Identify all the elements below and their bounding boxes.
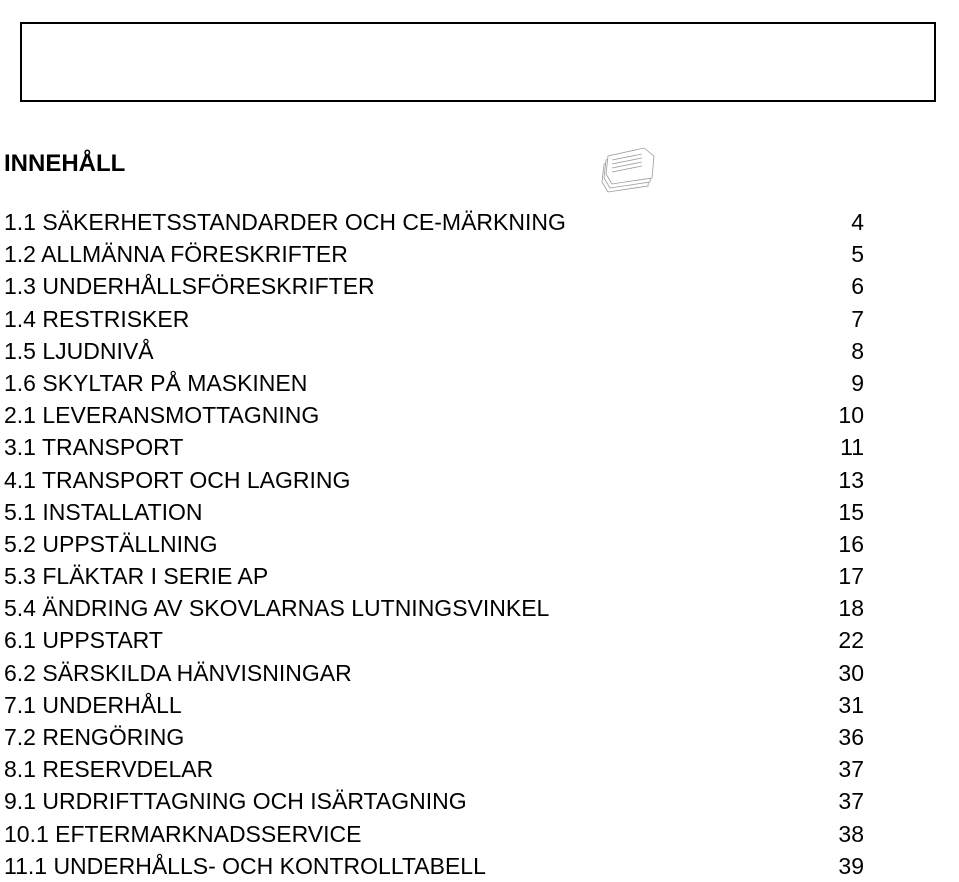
toc-entry-page: 22 [838,624,934,656]
toc-row: 9.1 URDRIFTTAGNING OCH ISÄRTAGNING 37 [4,785,934,817]
toc-entry-label: 8.1 RESERVDELAR [4,753,213,785]
toc-entry-label: 1.6 SKYLTAR PÅ MASKINEN [4,367,307,399]
toc-row: 1.4 RESTRISKER 7 [4,303,934,335]
toc-row: 1.3 UNDERHÅLLSFÖRESKRIFTER 6 [4,270,934,302]
toc-entry-label: 2.1 LEVERANSMOTTAGNING [4,399,319,431]
toc-entry-page: 8 [851,335,934,367]
toc-list: 1.1 SÄKERHETSSTANDARDER OCH CE-MÄRKNING 4… [4,206,934,882]
toc-entry-page: 13 [838,464,934,496]
toc-row: 8.1 RESERVDELAR 37 [4,753,934,785]
toc-entry-page: 18 [838,592,934,624]
toc-entry-page: 37 [838,785,934,817]
toc-row: 6.1 UPPSTART 22 [4,624,934,656]
toc-row: 4.1 TRANSPORT OCH LAGRING 13 [4,464,934,496]
toc-entry-label: 1.2 ALLMÄNNA FÖRESKRIFTER [4,238,348,270]
toc-entry-label: 6.2 SÄRSKILDA HÄNVISNINGAR [4,657,352,689]
toc-entry-page: 6 [851,270,934,302]
toc-entry-label: 1.5 LJUDNIVÅ [4,335,154,367]
toc-entry-label: 7.1 UNDERHÅLL [4,689,182,721]
toc-row: 6.2 SÄRSKILDA HÄNVISNINGAR 30 [4,657,934,689]
toc-row: 5.1 INSTALLATION 15 [4,496,934,528]
toc-entry-label: 5.4 ÄNDRING AV SKOVLARNAS LUTNINGSVINKEL [4,592,549,624]
toc-entry-label: 6.1 UPPSTART [4,624,163,656]
toc-entry-page: 31 [838,689,934,721]
toc-row: 5.3 FLÄKTAR I SERIE AP 17 [4,560,934,592]
toc-entry-label: 3.1 TRANSPORT [4,431,183,463]
toc-entry-page: 30 [838,657,934,689]
toc-row: 1.1 SÄKERHETSSTANDARDER OCH CE-MÄRKNING 4 [4,206,934,238]
toc-row: 3.1 TRANSPORT 11 [4,431,934,463]
toc-row: 5.2 UPPSTÄLLNING 16 [4,528,934,560]
toc-entry-label: 9.1 URDRIFTTAGNING OCH ISÄRTAGNING [4,785,467,817]
toc-entry-label: 7.2 RENGÖRING [4,721,184,753]
toc-entry-label: 4.1 TRANSPORT OCH LAGRING [4,464,350,496]
header-frame-box [20,22,936,102]
toc-entry-page: 10 [838,399,934,431]
toc-entry-page: 4 [851,206,934,238]
toc-entry-page: 11 [840,431,934,463]
toc-entry-label: 11.1 UNDERHÅLLS- OCH KONTROLLTABELL [4,850,486,882]
toc-content: INNEHÅLL 1.1 SÄKERHETSSTANDARDER OCH CE-… [4,150,934,882]
toc-entry-page: 15 [838,496,934,528]
toc-row: 7.2 RENGÖRING 36 [4,721,934,753]
toc-row: 11.1 UNDERHÅLLS- OCH KONTROLLTABELL 39 [4,850,934,882]
toc-row: 10.1 EFTERMARKNADSSERVICE 38 [4,818,934,850]
toc-entry-label: 5.3 FLÄKTAR I SERIE AP [4,560,268,592]
toc-entry-label: 10.1 EFTERMARKNADSSERVICE [4,818,361,850]
toc-entry-label: 1.1 SÄKERHETSSTANDARDER OCH CE-MÄRKNING [4,206,566,238]
toc-row: 1.2 ALLMÄNNA FÖRESKRIFTER 5 [4,238,934,270]
toc-title: INNEHÅLL [4,150,934,178]
toc-row: 5.4 ÄNDRING AV SKOVLARNAS LUTNINGSVINKEL… [4,592,934,624]
toc-entry-label: 5.2 UPPSTÄLLNING [4,528,217,560]
toc-entry-page: 5 [851,238,934,270]
toc-row: 1.5 LJUDNIVÅ 8 [4,335,934,367]
toc-entry-page: 36 [838,721,934,753]
toc-entry-page: 9 [851,367,934,399]
toc-row: 1.6 SKYLTAR PÅ MASKINEN 9 [4,367,934,399]
toc-entry-label: 1.3 UNDERHÅLLSFÖRESKRIFTER [4,270,375,302]
toc-entry-page: 38 [838,818,934,850]
toc-entry-page: 37 [838,753,934,785]
toc-entry-label: 5.1 INSTALLATION [4,496,203,528]
toc-entry-page: 39 [838,850,934,882]
toc-entry-label: 1.4 RESTRISKER [4,303,189,335]
toc-row: 2.1 LEVERANSMOTTAGNING 10 [4,399,934,431]
toc-entry-page: 7 [851,303,934,335]
toc-entry-page: 17 [838,560,934,592]
toc-row: 7.1 UNDERHÅLL 31 [4,689,934,721]
toc-entry-page: 16 [838,528,934,560]
